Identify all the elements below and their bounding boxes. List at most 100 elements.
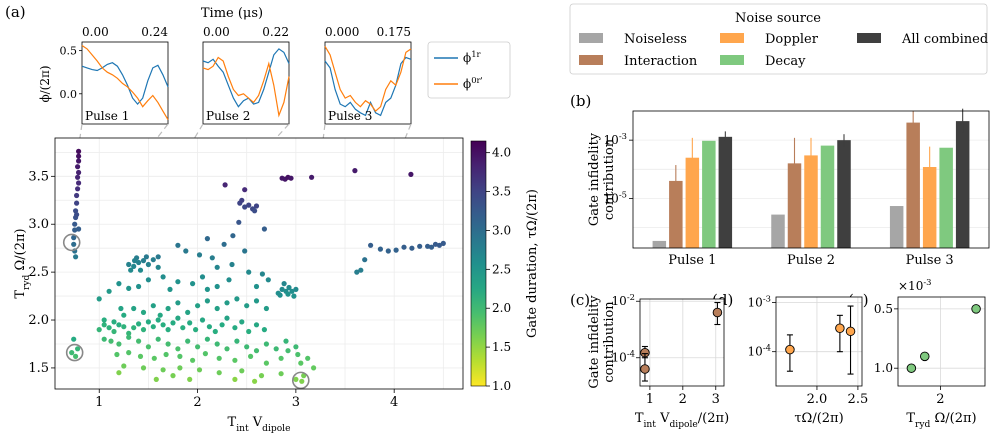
scatter-point [206,324,212,330]
legend-label-noiseless: Noiseless [624,32,687,47]
scatter-frame [54,137,464,390]
scatter-point [121,312,127,318]
scatter-point [160,322,166,328]
bar-frame [632,110,990,249]
bar-ytick-label: 10-5 [604,189,627,205]
scatter-point [74,200,80,206]
scatter-point [170,320,176,326]
scatter-point [155,254,161,260]
scatter-point [196,252,203,258]
scatter-ytick-label: 3.5 [28,169,49,184]
bar-doppler-3 [922,167,937,248]
bar-interaction-1 [669,180,683,248]
scatter-point [195,303,201,309]
infidelity-vs-duration-point-2 [835,323,845,334]
scatter-point [136,259,142,266]
scatter-point [74,212,80,218]
scatter-point [279,286,285,292]
scatter-point [75,174,81,180]
scatter-point [111,319,117,325]
scatter-point [76,148,82,154]
scatter-point [126,350,132,356]
scatter-point [377,246,383,252]
scatter-point [150,303,156,309]
scatter-point [140,309,147,315]
scatter-point [175,300,181,306]
scatter-point [126,285,132,291]
scatter-ytick-label: 2.0 [28,313,49,328]
scatter-point [352,168,358,174]
infidelity-vs-duration-frame [775,296,863,387]
scatter-point [277,292,283,298]
scatter-point [199,317,206,323]
scatter-point [136,338,142,344]
scatter-point [362,257,368,263]
infidelity-vs-duration-plot-area [776,297,862,386]
scatter-point [222,182,228,188]
infidelity-vs-rydberg-x-axis-label: Tryd Ω/(2π) [906,411,976,430]
pulse-ytick-label: 0.0 [60,88,78,101]
scatter-point [140,258,147,264]
bar-y-axis-label-line2: contribution [602,138,617,220]
scatter-point [151,355,157,361]
scatter-point [311,365,317,371]
infidelity-vs-duration-xtick-label: 2.0 [807,392,828,407]
scatter-point [108,338,114,344]
scatter-point [273,346,279,352]
scatter-point [259,271,265,277]
infidelity-vs-rydberg-point-1 [906,363,917,373]
legend-label-interaction: Interaction [624,54,698,69]
bar-y-axis-label-line1: Gate infidelity [587,132,602,226]
infidelity-vs-duration-plot: 2.0 2.5 10-3 10-4 τΩ/(2π) [748,294,869,426]
scatter-point [244,303,250,309]
scatter-point [278,371,284,377]
main-scatter-plot: 1 2 3 4 1.5 2.0 2.5 3.0 3.5 Tint Vdipole Tryd Ω/(2… [13,137,464,434]
scatter-point [202,351,208,357]
bar-decay-1 [702,140,716,248]
infidelity-vs-duration-ytick-label: 10-4 [748,343,771,359]
scatter-point [224,315,230,321]
bar-interaction-3 [906,122,920,248]
panel-letter-c: (c) [570,291,590,309]
scatter-plot-area [55,138,463,389]
scatter-point [246,269,252,275]
scatter-point [281,281,287,287]
pulse-time-tick-start: 0.00 [203,25,230,39]
bar-noiseless-1 [652,240,667,248]
scatter-point [75,186,81,192]
scatter-point [204,286,210,292]
scatter-point [232,376,238,382]
scatter-point [224,300,230,306]
scatter-point [440,240,446,246]
scatter-point [199,274,206,280]
scatter-x-axis-label: Tint Vdipole [228,415,291,434]
scatter-point [432,241,439,247]
scatter-point [185,309,191,315]
legend-swatch-interaction [579,55,603,65]
pulse-time-tick-end: 0.175 [377,25,411,39]
scatter-point [224,346,230,352]
scatter-point [145,261,151,268]
infidelity-vs-duration-x-axis-label: τΩ/(2π) [794,411,843,426]
bar-doppler-2 [804,155,818,248]
scatter-point [368,242,374,248]
scatter-point [401,244,407,250]
scatter-point [140,365,147,371]
infidelity-vs-interaction-xtick-label: 1 [646,392,654,407]
infidelity-vs-interaction-plot: 1 2 3 10-2 10-4 Tint Vdipole/(2π) Gate infidel… [587,292,729,430]
scatter-point [209,255,215,261]
pulse-2-series-phi1r [202,48,290,108]
scatter-point [265,277,271,283]
scatter-point [165,327,171,333]
e-multiplier-label: ×10-3 [898,277,932,293]
scatter-point [214,305,220,312]
bar-doppler-1 [685,157,700,248]
scatter-point [76,158,82,164]
bar-noiseless-2 [771,214,785,248]
colorbar-tick-label: 2.0 [492,301,511,315]
colorbar-tick-label: 1.5 [492,340,511,354]
scatter-point [76,180,82,186]
bar-category-label-3: Pulse 3 [906,253,954,268]
scatter-point [232,325,238,331]
scatter-point [309,174,315,180]
